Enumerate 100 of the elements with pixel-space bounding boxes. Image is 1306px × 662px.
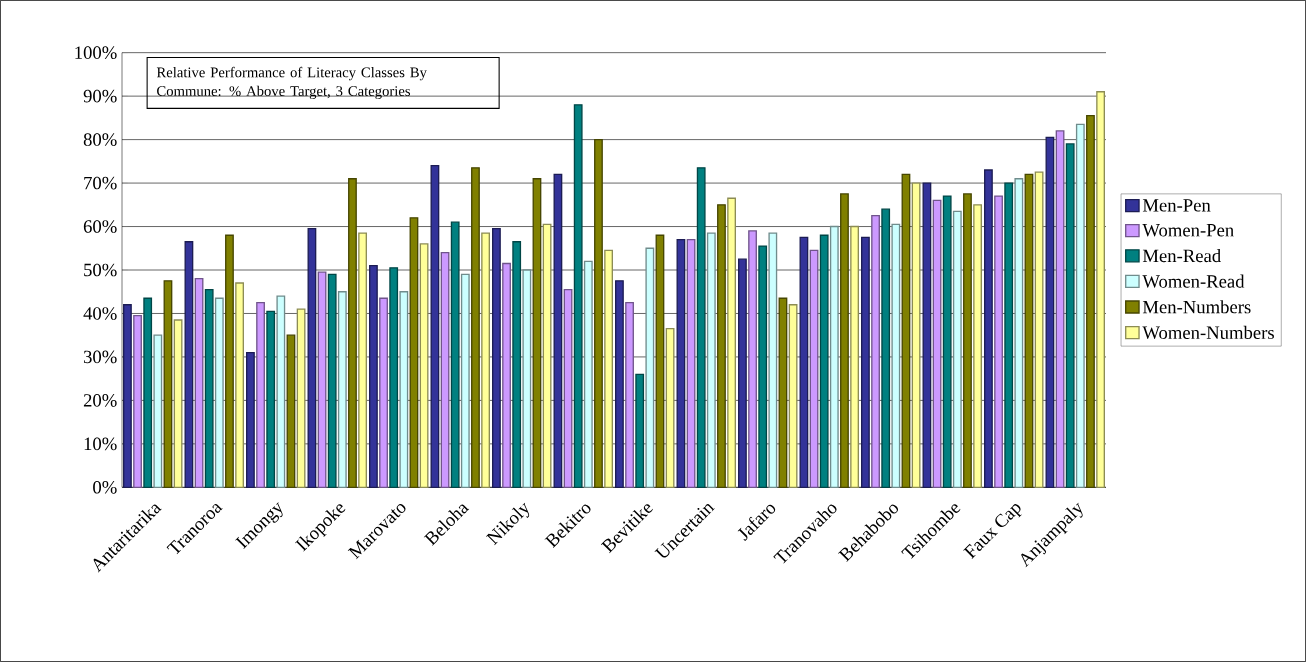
bar <box>296 308 306 489</box>
bar <box>635 373 645 489</box>
bar <box>1004 182 1014 489</box>
bar <box>932 199 942 489</box>
bar <box>163 280 173 489</box>
bar <box>235 282 244 489</box>
bar <box>256 301 265 489</box>
bar <box>665 328 675 489</box>
bar <box>696 167 706 489</box>
bar <box>286 334 296 489</box>
bar <box>502 262 511 489</box>
bar <box>952 210 962 489</box>
bar <box>471 167 480 489</box>
bar <box>686 238 696 489</box>
y-tick-label: 20% <box>83 394 117 407</box>
bar <box>604 249 613 489</box>
bar <box>1055 130 1065 489</box>
bar <box>1014 178 1024 489</box>
bar <box>738 258 747 489</box>
y-tick-label: 90% <box>83 89 117 103</box>
bar <box>460 273 470 489</box>
bar <box>625 301 634 489</box>
y-tick-label: 50% <box>84 263 117 277</box>
y-tick-label: 30% <box>83 350 117 364</box>
bar <box>850 225 859 489</box>
bar <box>419 243 429 489</box>
bar <box>214 297 224 489</box>
bar <box>1065 143 1075 489</box>
bar <box>573 104 583 489</box>
bar <box>706 232 716 489</box>
bar <box>615 280 624 489</box>
bar <box>911 182 921 489</box>
bar <box>891 223 901 489</box>
bar <box>307 228 317 489</box>
bar <box>143 297 153 489</box>
bar <box>727 197 736 489</box>
bar <box>1086 115 1095 489</box>
y-tick-label: 100% <box>75 46 117 59</box>
y-tick-label: 0% <box>93 481 117 494</box>
bar <box>266 310 276 489</box>
bar <box>409 217 419 489</box>
bar <box>819 234 829 489</box>
bar <box>348 178 357 489</box>
legend-label: Men-Read <box>1142 248 1221 263</box>
y-tick-label: 40% <box>83 307 117 320</box>
bar <box>481 232 490 489</box>
bar <box>399 291 409 489</box>
bar <box>799 236 809 489</box>
bar <box>194 278 204 489</box>
legend-label: Men-Numbers <box>1142 300 1251 314</box>
bar <box>276 295 286 489</box>
bar <box>973 204 982 489</box>
bar <box>583 260 593 489</box>
bar <box>829 225 839 489</box>
bar <box>184 241 194 489</box>
legend-label: Women-Read <box>1142 274 1245 288</box>
legend-label: Women-Numbers <box>1142 325 1274 340</box>
bar <box>768 232 778 489</box>
bar <box>871 215 880 489</box>
bar <box>594 138 603 489</box>
bar <box>358 232 367 489</box>
bar <box>450 221 460 489</box>
bar <box>153 334 163 489</box>
bar <box>553 173 563 489</box>
bar <box>758 245 768 489</box>
bar <box>717 204 726 489</box>
bar <box>778 297 788 489</box>
bar <box>542 223 552 489</box>
bar <box>379 297 388 489</box>
text: Relative Performance of Literacy Classes By Commune: % Above Target, 3 Categories <box>156 66 427 100</box>
bar <box>563 288 573 489</box>
bar <box>204 288 214 489</box>
bar <box>840 193 849 489</box>
bar <box>225 234 234 489</box>
bar <box>369 264 378 489</box>
bar <box>645 247 655 489</box>
bar <box>942 195 952 489</box>
bar <box>512 241 522 489</box>
y-tick-label: 70% <box>84 176 117 190</box>
bar <box>963 193 972 489</box>
bar <box>123 304 132 489</box>
bar <box>901 173 911 489</box>
bar <box>922 182 932 489</box>
y-tick-label: 60% <box>83 220 117 233</box>
bar <box>173 319 183 489</box>
bar <box>440 251 450 489</box>
bar <box>133 314 142 489</box>
bar <box>676 238 686 489</box>
bar <box>1024 173 1034 489</box>
bar <box>327 273 337 489</box>
bar <box>1034 171 1044 489</box>
bar <box>430 165 440 489</box>
legend-label: Women-Pen <box>1142 224 1234 237</box>
bar <box>1075 123 1085 489</box>
bar <box>748 230 757 489</box>
bar <box>809 249 819 489</box>
bar <box>317 271 327 489</box>
y-tick-label: 10% <box>84 437 117 451</box>
legend-label: Men-Pen <box>1142 199 1211 212</box>
bar <box>532 178 542 489</box>
